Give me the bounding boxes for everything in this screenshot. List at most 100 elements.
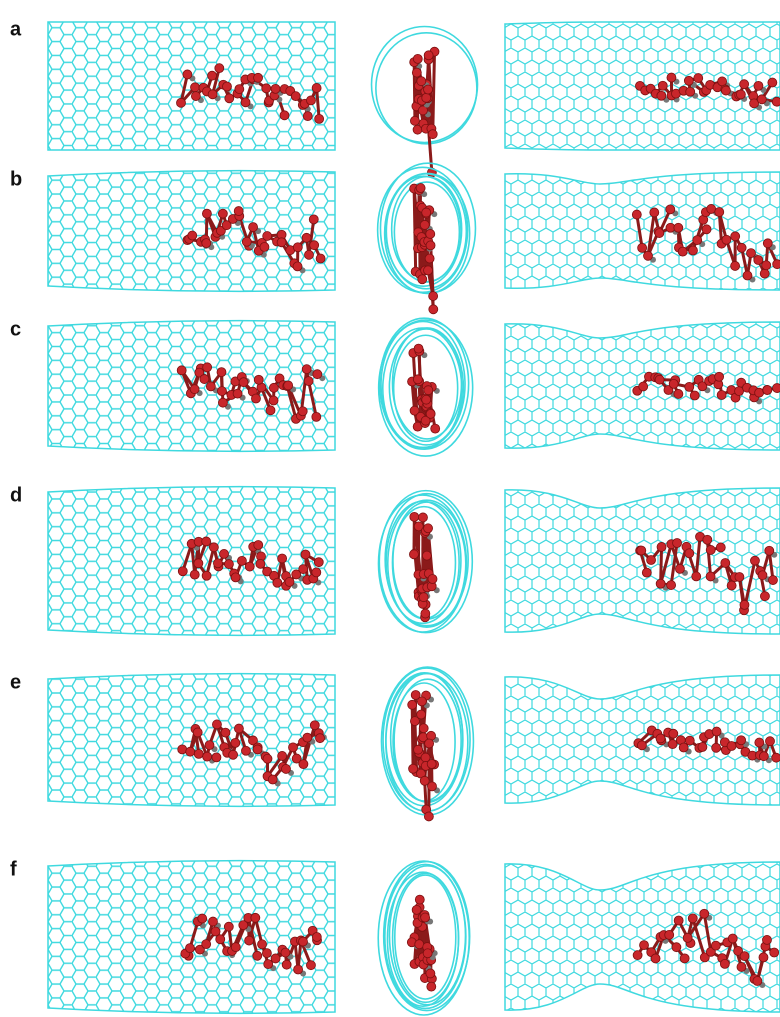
atom: [427, 982, 436, 991]
atom: [278, 554, 287, 563]
atom: [245, 936, 254, 945]
atom: [312, 83, 321, 92]
atom: [212, 753, 221, 762]
panel: b: [10, 163, 780, 314]
atom: [712, 743, 721, 752]
atom: [302, 365, 311, 374]
atom: [678, 247, 687, 256]
atom: [254, 73, 263, 82]
atom: [672, 943, 681, 952]
atom: [229, 750, 238, 759]
nanotube-side: [505, 862, 780, 1012]
atom: [202, 571, 211, 580]
atom: [183, 70, 192, 79]
atom: [717, 391, 726, 400]
atom: [727, 581, 736, 590]
atom: [693, 236, 702, 245]
atom: [203, 752, 212, 761]
atom: [304, 377, 313, 386]
atom: [289, 743, 298, 752]
atom: [202, 537, 211, 546]
atom: [178, 745, 187, 754]
panel-label: b: [10, 168, 22, 190]
atom: [668, 740, 677, 749]
atom: [190, 385, 199, 394]
atom: [428, 574, 437, 583]
atom: [424, 266, 433, 275]
atom: [254, 375, 263, 384]
atom: [666, 205, 675, 214]
atom: [657, 91, 666, 100]
panel-label: f: [10, 858, 17, 880]
atom: [722, 235, 731, 244]
atom: [202, 209, 211, 218]
atom: [193, 728, 202, 737]
atom: [249, 223, 258, 232]
atom: [293, 262, 302, 271]
atom: [736, 90, 745, 99]
atom: [765, 546, 774, 555]
atom: [772, 753, 780, 762]
atom: [413, 375, 422, 384]
atom: [194, 559, 203, 568]
atom: [237, 556, 246, 565]
atom: [280, 111, 289, 120]
atom: [638, 243, 647, 252]
atom: [731, 261, 740, 270]
atom: [656, 734, 665, 743]
atom: [251, 913, 260, 922]
atom: [421, 609, 430, 618]
atom: [208, 90, 217, 99]
atom: [750, 556, 759, 565]
atom: [188, 231, 197, 240]
atom: [422, 208, 431, 217]
atom: [410, 512, 419, 521]
atom: [299, 937, 308, 946]
atom: [408, 700, 417, 709]
panel-label: a: [10, 18, 22, 40]
atom: [254, 541, 263, 550]
atom: [754, 81, 763, 90]
atom: [417, 77, 426, 86]
atom: [658, 81, 667, 90]
atom: [269, 383, 278, 392]
bond: [412, 705, 413, 769]
atom: [277, 238, 286, 247]
atom: [424, 812, 433, 821]
atom: [667, 581, 676, 590]
atom: [414, 344, 423, 353]
atom: [740, 80, 749, 89]
atom: [651, 954, 660, 963]
atom: [291, 92, 300, 101]
atom: [424, 51, 433, 60]
atom: [303, 112, 312, 121]
atom: [293, 243, 302, 252]
atom: [428, 130, 437, 139]
atom: [674, 916, 683, 925]
atom: [315, 114, 324, 123]
atom: [669, 729, 678, 738]
atom: [727, 742, 736, 751]
atom: [422, 551, 431, 560]
atom: [253, 951, 262, 960]
atom: [220, 549, 229, 558]
atom: [306, 96, 315, 105]
atom: [414, 745, 423, 754]
atom: [633, 951, 642, 960]
atom: [263, 754, 272, 763]
atom: [213, 559, 222, 568]
atom: [763, 385, 772, 394]
atom: [208, 71, 217, 80]
atom: [271, 84, 280, 93]
atom: [224, 922, 233, 931]
atom: [315, 734, 324, 743]
atom: [429, 292, 438, 301]
atom: [198, 914, 207, 923]
atom: [217, 368, 226, 377]
panel: e: [10, 667, 780, 821]
atom: [206, 382, 215, 391]
atom: [200, 375, 209, 384]
atom: [262, 949, 271, 958]
atom: [233, 389, 242, 398]
atom: [426, 229, 435, 238]
